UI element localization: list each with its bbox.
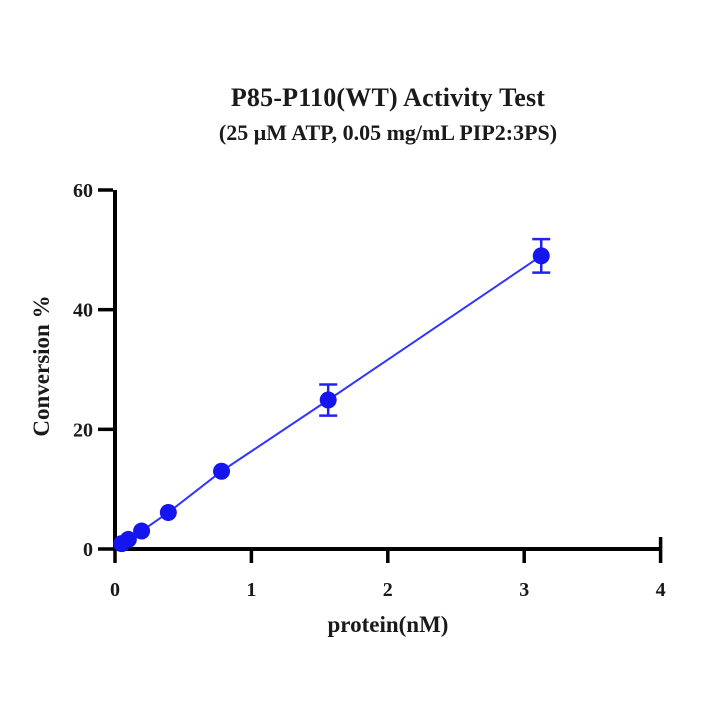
y-tick-label: 0 <box>83 539 93 561</box>
x-tick-label: 0 <box>110 579 120 601</box>
chart-title: P85-P110(WT) Activity Test <box>230 83 546 112</box>
data-point <box>119 530 137 548</box>
y-tick-label: 20 <box>73 419 93 441</box>
y-tick-label: 40 <box>73 300 93 322</box>
data-point <box>159 504 177 522</box>
x-axis-label: protein(nM) <box>327 612 449 637</box>
x-tick-label: 3 <box>519 579 529 601</box>
data-point <box>319 391 337 409</box>
x-tick-label: 1 <box>246 579 256 601</box>
chart-subtitle: (25 μM ATP, 0.05 mg/mL PIP2:3PS) <box>218 120 558 145</box>
y-tick-label: 60 <box>73 180 93 202</box>
data-point <box>213 462 231 480</box>
x-tick-label: 2 <box>383 579 393 601</box>
data-point <box>532 247 550 265</box>
x-tick-label: 4 <box>656 579 666 601</box>
data-point <box>133 522 151 540</box>
